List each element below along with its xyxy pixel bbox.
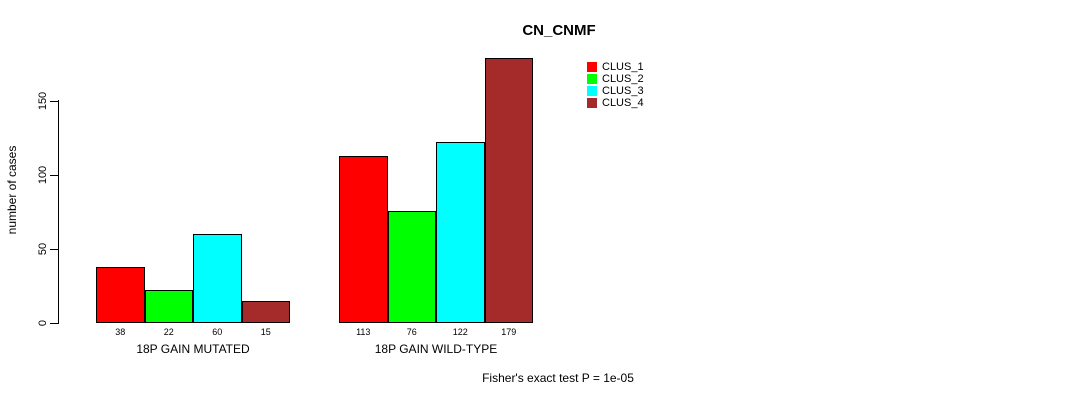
bar-value-label: 122 <box>452 327 468 337</box>
bar-clus_4-2 <box>484 58 533 323</box>
y-axis-tick-label: 100 <box>37 165 49 185</box>
bar-value-label: 38 <box>115 327 126 337</box>
legend-swatch-clus_4 <box>587 98 597 108</box>
bar-clus_1-1 <box>96 266 145 323</box>
legend-item-clus_1: CLUS_1 <box>587 61 644 73</box>
legend: CLUS_1 CLUS_2 CLUS_3 CLUS_4 <box>587 61 644 109</box>
y-axis-tick <box>50 174 59 176</box>
bar-clus_3-1 <box>193 234 242 323</box>
bar-value-label: 113 <box>356 327 371 337</box>
y-axis-tick <box>50 248 59 250</box>
bar-clus_2-2 <box>387 210 436 323</box>
y-axis-label: number of cases <box>5 145 19 235</box>
bar-value-label: 179 <box>501 327 517 337</box>
bar-value-label: 15 <box>260 327 271 337</box>
footnote-fisher-test: Fisher's exact test P = 1e-05 <box>482 371 634 385</box>
bar-value-label: 76 <box>406 327 417 337</box>
legend-swatch-clus_3 <box>587 86 597 96</box>
y-axis-line <box>58 100 59 323</box>
bar-value-label: 60 <box>212 327 223 337</box>
bar-clus_4-1 <box>241 300 290 323</box>
chart-title: CN_CNMF <box>522 22 596 39</box>
y-axis-tick-label: 50 <box>37 242 49 256</box>
legend-label: CLUS_2 <box>602 73 644 85</box>
y-axis-tick-label: 0 <box>37 319 49 327</box>
bar-value-label: 22 <box>163 327 174 337</box>
bar-clus_2-1 <box>144 290 193 323</box>
y-axis-tick <box>50 322 59 324</box>
legend-label: CLUS_4 <box>602 97 644 109</box>
legend-swatch-clus_1 <box>587 62 597 72</box>
legend-label: CLUS_3 <box>602 85 644 97</box>
legend-item-clus_3: CLUS_3 <box>587 85 644 97</box>
y-axis-tick <box>50 100 59 102</box>
legend-label: CLUS_1 <box>602 61 644 73</box>
legend-swatch-clus_2 <box>587 74 597 84</box>
group-label: 18P GAIN MUTATED <box>136 342 250 356</box>
y-axis-tick-label: 150 <box>37 91 49 111</box>
bar-clus_1-2 <box>339 155 388 323</box>
legend-item-clus_4: CLUS_4 <box>587 97 644 109</box>
group-label: 18P GAIN WILD-TYPE <box>374 342 498 356</box>
legend-item-clus_2: CLUS_2 <box>587 73 644 85</box>
bar-clus_3-2 <box>436 142 485 323</box>
